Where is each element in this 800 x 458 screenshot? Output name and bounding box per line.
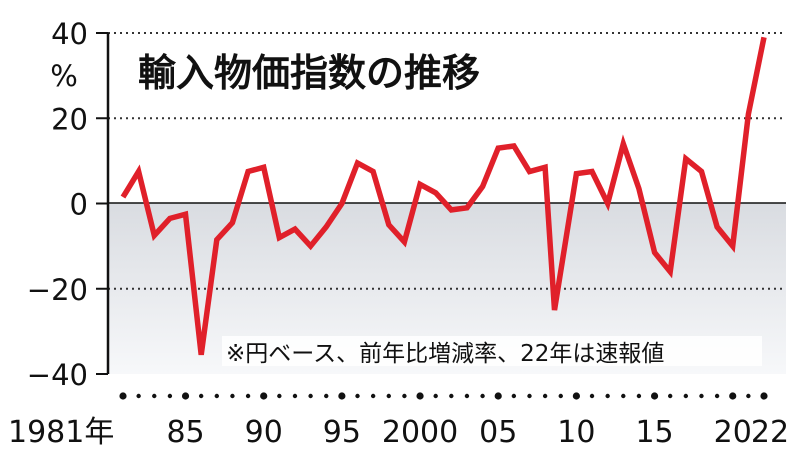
x-tick-dot	[699, 393, 704, 399]
x-tick-dot	[605, 393, 610, 399]
x-tick-dot	[621, 393, 626, 399]
x-tick-dot	[416, 392, 424, 400]
x-tick-label: 22	[751, 415, 789, 450]
x-tick-dot	[214, 393, 220, 399]
x-tick-label: 2000	[382, 415, 458, 450]
x-tick-dot	[760, 392, 768, 400]
x-tick-label: 85	[166, 415, 204, 450]
note-background	[222, 336, 762, 366]
x-tick-dot	[667, 393, 673, 399]
y-tick-label: 40	[51, 17, 88, 51]
chart-title: 輸入物価指数の推移	[138, 51, 480, 95]
x-tick-dot	[589, 393, 595, 399]
series-group	[120, 36, 767, 356]
title-background	[128, 46, 558, 98]
x-tick-dot	[433, 393, 438, 399]
x-tick-dot	[119, 392, 127, 400]
y-tick-label: −20	[27, 273, 88, 307]
x-tick-dot	[527, 393, 532, 399]
x-tick-dot	[292, 393, 298, 399]
x-tick-label: 90	[245, 415, 283, 450]
x-tick-dot	[277, 393, 282, 399]
x-tick-dot	[308, 393, 313, 399]
x-tick-dot	[386, 393, 391, 399]
x-tick-dot	[729, 392, 737, 400]
x-tick-dot	[511, 393, 517, 399]
x-tick-dot	[338, 392, 346, 400]
x-tick-dot	[152, 393, 157, 399]
x-tick-labels: 1981年 85 90 95 2000 05 10 15 20 22	[8, 415, 789, 450]
x-tick-dot	[260, 392, 268, 400]
x-tick-dot	[136, 393, 141, 399]
x-tick-dot	[714, 393, 720, 399]
x-tick-dot	[181, 392, 190, 400]
x-tick-dot	[370, 393, 376, 399]
x-tick-dot	[683, 393, 689, 399]
y-tick-label: 0	[70, 188, 88, 222]
x-tick-dot	[558, 393, 563, 399]
x-tick-dot	[355, 393, 360, 399]
x-tick-dot	[230, 393, 235, 399]
x-tick-label: 1981年	[8, 415, 114, 450]
x-tick-label: 15	[635, 415, 673, 450]
x-tick-dot	[464, 393, 470, 399]
x-tick-label: 10	[557, 415, 595, 450]
x-tick-dot	[572, 392, 580, 400]
y-tick-labels: 40 20 0 −20 −40	[27, 17, 108, 392]
x-tick-dot	[494, 392, 502, 400]
x-tick-dot	[324, 393, 329, 399]
x-tick-dot	[480, 393, 485, 399]
y-tick-label: 20	[51, 102, 88, 136]
x-tick-label: 20	[714, 415, 752, 450]
x-tick-dot	[167, 393, 173, 399]
x-tick-dot	[245, 393, 251, 399]
x-tick-label: 05	[479, 415, 517, 450]
x-axis-dots	[119, 392, 768, 400]
y-tick-label: −40	[27, 358, 88, 392]
x-tick-dot	[198, 393, 204, 399]
x-tick-label: 95	[323, 415, 361, 450]
x-tick-dot	[402, 393, 407, 399]
gridlines	[108, 32, 786, 290]
chart-note: ※円ベース、前年比増減率、22年は速報値	[226, 341, 664, 367]
x-tick-dot	[636, 393, 642, 399]
y-unit-label: %	[50, 59, 78, 93]
x-tick-dot	[542, 393, 548, 399]
x-tick-dot	[746, 393, 751, 399]
x-tick-dot	[449, 393, 454, 399]
x-tick-dot	[650, 392, 659, 400]
series-line	[120, 36, 767, 356]
